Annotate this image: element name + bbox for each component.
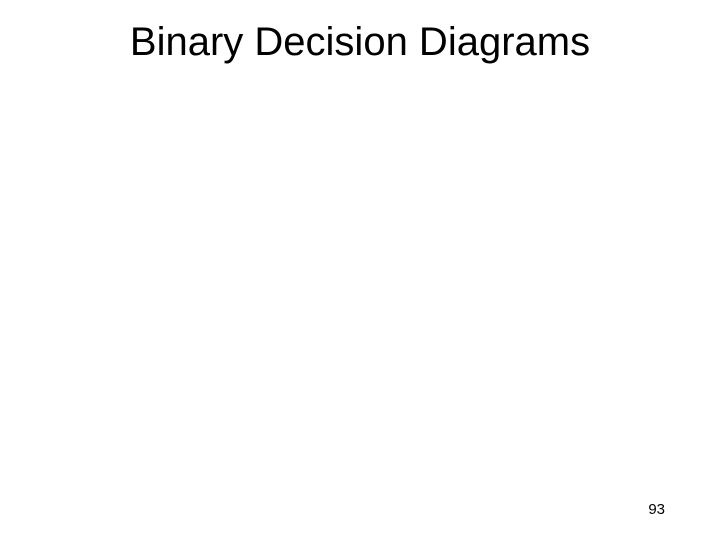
slide-title: Binary Decision Diagrams [0,20,720,65]
slide-container: Binary Decision Diagrams 93 [0,0,720,540]
page-number: 93 [648,501,665,518]
